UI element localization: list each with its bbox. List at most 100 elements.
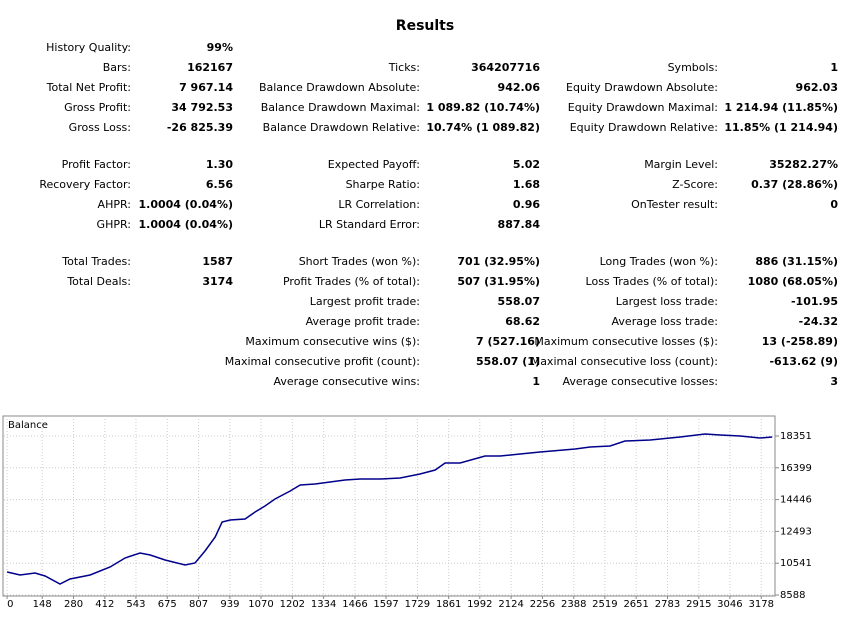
stat-label: Recovery Factor: [39, 178, 131, 191]
stat-value: 3174 [202, 275, 233, 288]
x-tick-label: 280 [64, 599, 83, 610]
stat-value: 558.07 (1) [476, 355, 540, 368]
stat-label: Largest profit trade: [310, 295, 420, 308]
x-tick-label: 1466 [342, 599, 367, 610]
stat-label: Average profit trade: [306, 315, 420, 328]
x-tick-label: 1729 [405, 599, 430, 610]
stat-label: Profit Factor: [62, 158, 131, 171]
stat-value: 6.56 [206, 178, 233, 191]
x-tick-label: 1202 [280, 599, 305, 610]
x-tick-label: 1992 [467, 599, 492, 610]
stat-label: Balance Drawdown Relative: [263, 121, 420, 134]
stat-label: Total Trades: [61, 255, 131, 268]
y-tick-label: 10541 [780, 558, 812, 569]
stat-label: Total Net Profit: [46, 81, 131, 94]
stat-value: 558.07 [498, 295, 540, 308]
stat-label: Equity Drawdown Absolute: [566, 81, 718, 94]
stat-label: Equity Drawdown Relative: [570, 121, 718, 134]
stat-value: -613.62 (9) [769, 355, 838, 368]
x-tick-label: 2256 [530, 599, 555, 610]
y-tick-label: 16399 [780, 463, 812, 474]
x-tick-label: 0 [7, 599, 13, 610]
stat-label: Sharpe Ratio: [346, 178, 420, 191]
stat-value: 7 (527.16) [476, 335, 540, 348]
y-tick-label: 14446 [780, 495, 812, 506]
stat-label: Maximal consecutive loss (count): [531, 355, 718, 368]
stat-label: LR Standard Error: [319, 218, 420, 231]
stat-value: 1 089.82 (10.74%) [426, 101, 540, 114]
stat-value: 364207716 [471, 61, 540, 74]
stat-label: Short Trades (won %): [299, 255, 420, 268]
stat-label: Ticks: [388, 61, 420, 74]
x-tick-label: 807 [189, 599, 208, 610]
stat-label: Bars: [103, 61, 131, 74]
stat-value: 34 792.53 [171, 101, 233, 114]
y-tick-label: 18351 [780, 431, 812, 442]
stat-value: 1587 [202, 255, 233, 268]
stat-label: Average loss trade: [612, 315, 718, 328]
stat-value: 1.0004 (0.04%) [139, 218, 234, 231]
stat-value: 35282.27% [769, 158, 838, 171]
stat-value: 0.96 [513, 198, 540, 211]
x-tick-label: 148 [33, 599, 52, 610]
stat-label: Maximum consecutive wins ($): [245, 335, 420, 348]
stat-value: 962.03 [796, 81, 838, 94]
stat-label: Balance Drawdown Absolute: [259, 81, 420, 94]
x-tick-label: 3178 [749, 599, 774, 610]
stat-value: 887.84 [498, 218, 541, 231]
stat-value: 7 967.14 [179, 81, 233, 94]
stat-value: 1080 (68.05%) [748, 275, 838, 288]
stat-value: 10.74% (1 089.82) [426, 121, 540, 134]
stat-value: 1 214.94 (11.85%) [724, 101, 838, 114]
y-tick-label: 8588 [780, 590, 805, 601]
x-tick-label: 2124 [498, 599, 523, 610]
stat-label: Maximal consecutive profit (count): [225, 355, 420, 368]
stat-label: Gross Loss: [69, 121, 131, 134]
x-tick-label: 2519 [592, 599, 617, 610]
stat-value: 162167 [187, 61, 233, 74]
x-tick-label: 1334 [311, 599, 336, 610]
stat-label: Profit Trades (% of total): [283, 275, 420, 288]
stat-value: 5.02 [513, 158, 540, 171]
x-tick-label: 1861 [436, 599, 461, 610]
stat-value: 0 [830, 198, 838, 211]
stat-value: 3 [830, 375, 838, 388]
stat-label: Average consecutive wins: [273, 375, 420, 388]
stat-label: LR Correlation: [338, 198, 420, 211]
x-tick-label: 2915 [686, 599, 711, 610]
stat-value: 1.68 [513, 178, 540, 191]
x-tick-label: 2388 [561, 599, 586, 610]
stat-label: Expected Payoff: [328, 158, 420, 171]
stat-label: Balance Drawdown Maximal: [261, 101, 420, 114]
stat-value: -101.95 [791, 295, 838, 308]
stat-label: Total Deals: [66, 275, 131, 288]
x-tick-label: 543 [126, 599, 145, 610]
stat-label: OnTester result: [631, 198, 718, 211]
stat-label: Loss Trades (% of total): [586, 275, 718, 288]
balance-line [6, 433, 773, 585]
stat-label: Largest loss trade: [616, 295, 718, 308]
stat-value: 99% [207, 41, 233, 54]
x-tick-label: 1070 [248, 599, 273, 610]
title: Results [396, 18, 454, 34]
stat-label: GHPR: [97, 218, 131, 231]
stat-value: -26 825.39 [167, 121, 233, 134]
x-tick-label: 1597 [373, 599, 398, 610]
x-tick-label: 3046 [717, 599, 742, 610]
stat-value: 0.37 (28.86%) [751, 178, 838, 191]
stat-value: 13 (-258.89) [762, 335, 838, 348]
stat-label: Symbols: [668, 61, 718, 74]
stat-label: Gross Profit: [64, 101, 131, 114]
stat-label: History Quality: [46, 41, 131, 54]
stat-label: Average consecutive losses: [562, 375, 718, 388]
stat-value: 886 (31.15%) [755, 255, 838, 268]
stat-value: 942.06 [498, 81, 541, 94]
y-tick-label: 12493 [780, 526, 812, 537]
stat-label: Z-Score: [672, 178, 718, 191]
legend-label: Balance [8, 420, 48, 431]
chart-frame [2, 415, 776, 597]
stat-label: Long Trades (won %): [600, 255, 718, 268]
stat-label: Maximum consecutive losses ($): [534, 335, 718, 348]
